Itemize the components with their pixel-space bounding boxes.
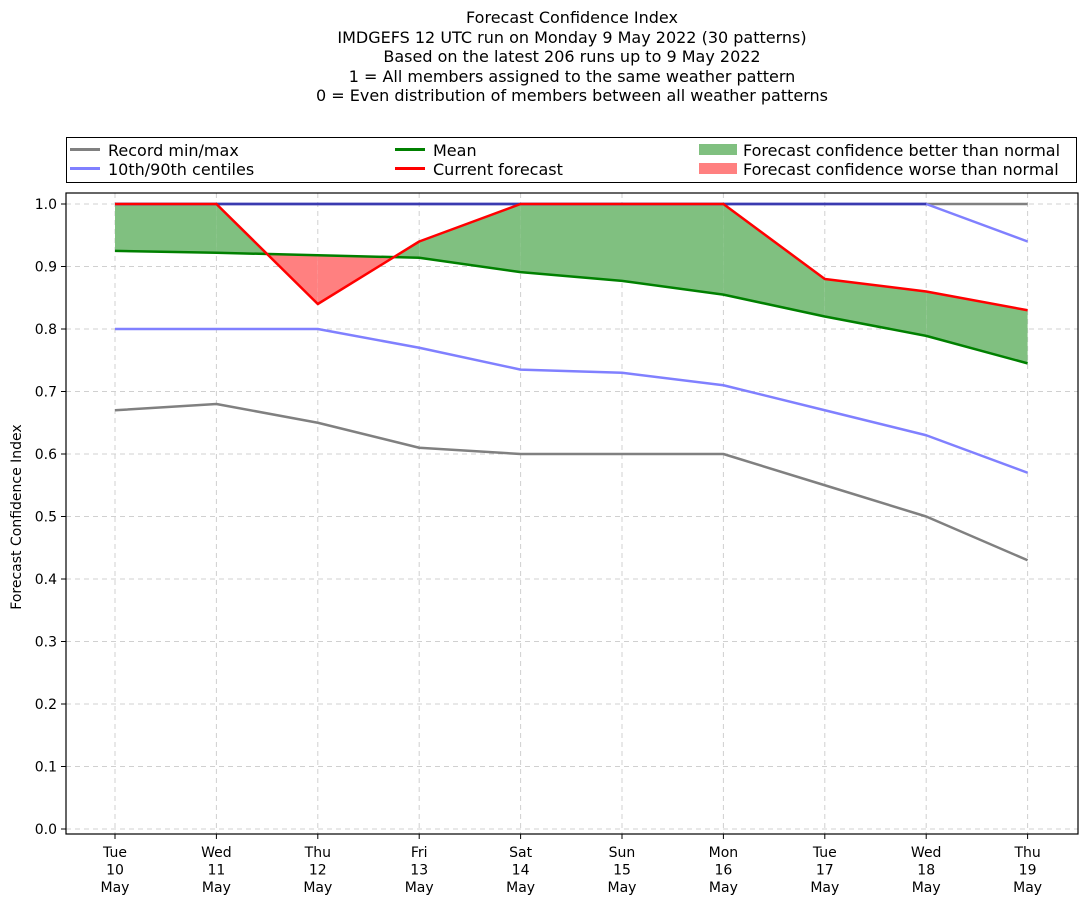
- fill-layer: [115, 204, 1028, 364]
- x-tick-label: May: [202, 880, 231, 896]
- series-line-record-min: [114, 402, 1029, 562]
- x-tick-label: Mon: [709, 845, 739, 861]
- legend-item-worse: Forecast confidence worse than normal: [699, 161, 1059, 179]
- legend-item-mean: Mean: [395, 142, 477, 160]
- y-tick-label: 0.4: [35, 572, 57, 588]
- x-tick-label: Wed: [201, 845, 232, 861]
- x-tick-label: 19: [1019, 863, 1037, 879]
- x-tick-label: 13: [410, 863, 428, 879]
- y-tick-label: 0.6: [35, 447, 57, 463]
- x-tick-label: May: [709, 880, 738, 896]
- legend-item-current: Current forecast: [395, 161, 563, 179]
- legend-swatch-mean: [395, 148, 425, 151]
- legend-label-current: Current forecast: [433, 160, 563, 179]
- legend-item-record: Record min/max: [70, 142, 239, 160]
- x-tick-label: May: [608, 880, 637, 896]
- x-tick-label: 10: [106, 863, 124, 879]
- title-line: IMDGEFS 12 UTC run on Monday 9 May 2022 …: [337, 27, 807, 47]
- y-tick-label: 1.0: [35, 197, 57, 213]
- x-tick-label: Fri: [411, 845, 428, 861]
- legend-label-better: Forecast confidence better than normal: [743, 141, 1061, 160]
- x-tick-label: Tue: [812, 845, 837, 861]
- x-tick-label: May: [101, 880, 130, 896]
- legend-swatch-record: [70, 148, 100, 151]
- x-tick-label: 11: [207, 863, 225, 879]
- fill-better-than-normal: [723, 204, 825, 317]
- legend-label-mean: Mean: [433, 141, 477, 160]
- legend-label-centiles: 10th/90th centiles: [108, 160, 255, 179]
- x-tick-label: May: [506, 880, 535, 896]
- x-tick-label: May: [912, 880, 941, 896]
- title-line: 0 = Even distribution of members between…: [315, 86, 829, 105]
- grid-layer: [66, 193, 1078, 834]
- x-tick-label: Tue: [102, 845, 127, 861]
- line-layer: [114, 202, 1029, 562]
- x-tick-label: 18: [917, 863, 935, 879]
- plot-frame: [65, 192, 1079, 835]
- x-tick-label: Wed: [911, 845, 942, 861]
- x-tick-label: Sun: [609, 845, 636, 861]
- y-tick-label: 0.3: [35, 635, 57, 651]
- x-tick-label: 14: [512, 863, 530, 879]
- y-tick-label: 0.9: [35, 260, 57, 276]
- legend-swatch-centiles: [70, 167, 100, 170]
- y-tick-label: 0.2: [35, 697, 57, 713]
- series-line-current-forecast: [115, 202, 1028, 312]
- fill-better-than-normal: [926, 291, 1028, 364]
- x-tick-label: May: [405, 880, 434, 896]
- legend: Record min/max 10th/90th centiles Mean C…: [66, 137, 1077, 183]
- y-tick-label: 0.7: [35, 385, 57, 401]
- series-line-10th-centile: [115, 327, 1029, 474]
- fill-better-than-normal: [824, 279, 927, 336]
- y-tick-label: 0.1: [35, 760, 57, 776]
- legend-label-record: Record min/max: [108, 141, 239, 160]
- x-tick-label: May: [303, 880, 332, 896]
- legend-item-better: Forecast confidence better than normal: [699, 142, 1060, 160]
- legend-swatch-current: [395, 167, 425, 170]
- fill-better-than-normal: [419, 204, 521, 273]
- x-axis: Tue10MayWed11MayThu12MayFri13MaySat14May…: [101, 834, 1042, 896]
- fill-better-than-normal: [115, 204, 217, 253]
- y-tick-label: 0.5: [35, 510, 57, 526]
- x-tick-label: Thu: [1013, 845, 1040, 861]
- legend-label-worse: Forecast confidence worse than normal: [743, 160, 1059, 179]
- y-axis-label: Forecast Confidence Index: [9, 424, 25, 609]
- fill-better-than-normal: [520, 204, 622, 281]
- x-tick-label: Sat: [509, 845, 532, 861]
- legend-swatch-worse: [699, 163, 737, 174]
- chart-title: Forecast Confidence Index IMDGEFS 12 UTC…: [0, 8, 1092, 106]
- x-tick-label: May: [810, 880, 839, 896]
- title-line: Forecast Confidence Index: [466, 8, 678, 27]
- y-tick-label: 0.0: [35, 822, 57, 838]
- y-tick-label: 0.8: [35, 322, 57, 338]
- legend-swatch-better: [699, 144, 737, 155]
- title-line: Based on the latest 206 runs up to 9 May…: [383, 47, 761, 66]
- x-tick-label: 15: [613, 863, 631, 879]
- x-tick-label: 16: [714, 863, 732, 879]
- x-tick-label: 17: [816, 863, 834, 879]
- x-tick-label: Thu: [304, 845, 331, 861]
- x-tick-label: 12: [309, 863, 327, 879]
- y-axis: 0.0 0.1 0.2 0.3 0.4 0.5 0.6 0.7 0.8 0.9 1.0: [35, 197, 66, 838]
- x-tick-label: May: [1013, 880, 1042, 896]
- fill-better-than-normal: [622, 204, 724, 295]
- title-line: 1 = All members assigned to the same wea…: [348, 66, 796, 86]
- legend-item-centiles: 10th/90th centiles: [70, 161, 254, 179]
